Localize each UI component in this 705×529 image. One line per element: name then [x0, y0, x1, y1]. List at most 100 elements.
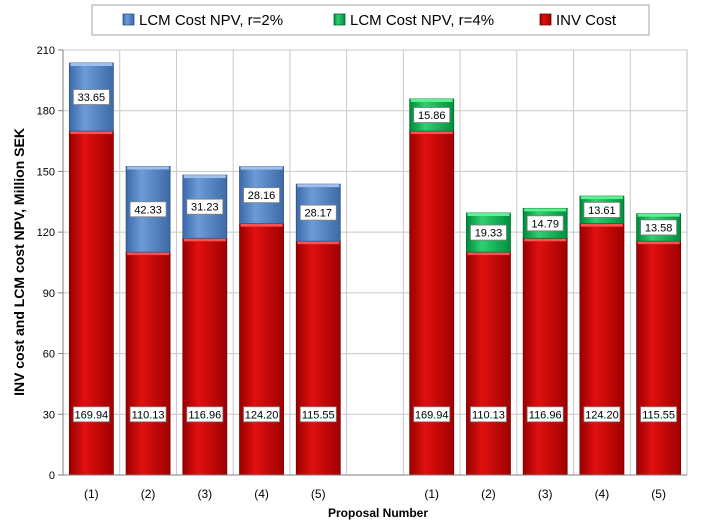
- bar-lcm-cost-highlight: [637, 213, 680, 217]
- bar-lcm-cost-highlight: [524, 208, 567, 212]
- data-label-lcm-box: [186, 198, 224, 215]
- data-label-lcm: 31.23: [191, 202, 219, 214]
- data-label-lcm: 19.33: [475, 228, 503, 240]
- x-tick-label: (1): [84, 487, 99, 501]
- data-label-lcm: 28.16: [248, 190, 276, 202]
- bar-lcm-cost-highlight: [297, 184, 340, 188]
- data-label-inv-box: [470, 406, 507, 423]
- data-label-inv-box: [129, 406, 167, 423]
- bar-inv-cost-highlight: [70, 131, 113, 135]
- x-tick-label: (5): [311, 487, 326, 501]
- legend-swatch-r4: [333, 13, 346, 26]
- data-label-lcm-box: [299, 204, 337, 221]
- bar-inv-cost: [409, 130, 455, 476]
- x-tick-label: (3): [538, 487, 553, 501]
- data-label-inv: 110.13: [472, 409, 505, 421]
- data-label-lcm-box: [129, 201, 167, 218]
- bar-inv-cost-highlight: [410, 131, 453, 135]
- data-label-inv: 116.96: [529, 409, 562, 421]
- bar-inv-cost-highlight: [524, 238, 567, 242]
- bar-inv-cost-highlight: [240, 223, 283, 227]
- x-tick-label: (1): [424, 487, 439, 501]
- bar-lcm-cost-highlight: [467, 212, 510, 216]
- bar-lcm-cost-highlight: [70, 62, 113, 66]
- data-label-inv-box: [583, 406, 621, 423]
- data-label-inv: 169.94: [75, 409, 109, 421]
- y-tick-label: 0: [49, 470, 55, 482]
- axes: 0 30 60 90 120 150 180 210 (1) (2) (3) (4) (5) (1) (2)…: [37, 45, 687, 501]
- y-tick-label: 150: [37, 166, 55, 178]
- bar-inv-cost-highlight: [297, 241, 340, 245]
- legend-label-r2: LCM Cost NPV, r=2%: [139, 12, 283, 29]
- data-label-lcm-box: [72, 89, 110, 105]
- bar-lcm-cost-highlight: [240, 166, 283, 170]
- data-label-lcm-box: [640, 219, 678, 236]
- y-axis-title: INV cost and LCM cost NPV, Million SEK: [11, 128, 27, 396]
- bar-inv-cost-highlight: [580, 223, 623, 227]
- data-label-lcm-box: [470, 224, 507, 241]
- bar-inv-cost-highlight: [637, 241, 680, 245]
- data-label-lcm: 14.79: [531, 218, 559, 230]
- y-tick-label: 30: [43, 409, 55, 421]
- x-tick-label: (3): [197, 487, 212, 501]
- bar-lcm-cost-highlight: [183, 175, 226, 179]
- data-label-lcm-box: [243, 187, 280, 204]
- bar-inv-cost: [466, 251, 511, 476]
- data-label-inv-box: [186, 406, 224, 423]
- bar-lcm-cost-highlight: [410, 98, 453, 102]
- y-tick-label: 180: [37, 106, 55, 118]
- bar-inv-cost-highlight: [467, 252, 510, 256]
- bar-lcm-cost-highlight: [580, 196, 623, 200]
- data-label-inv: 169.94: [415, 409, 449, 421]
- data-label-lcm: 42.33: [134, 204, 162, 216]
- x-tick-label: (2): [141, 487, 156, 501]
- legend-swatch-r2: [122, 13, 135, 26]
- legend-label-inv: INV Cost: [556, 12, 617, 29]
- bar-lcm-cost-highlight: [127, 166, 170, 170]
- bar-inv-cost-highlight: [127, 252, 170, 256]
- data-label-inv-box: [413, 406, 451, 423]
- data-label-inv-box: [526, 406, 564, 423]
- data-label-inv: 110.13: [132, 409, 165, 421]
- x-tick-label: (5): [651, 487, 666, 501]
- x-tick-label: (4): [254, 487, 269, 501]
- data-label-lcm: 33.65: [78, 92, 106, 104]
- data-label-lcm: 13.61: [588, 205, 616, 217]
- y-tick-label: 60: [43, 349, 55, 361]
- data-label-inv: 115.55: [642, 409, 675, 421]
- data-label-lcm: 13.58: [645, 222, 673, 234]
- data-label-inv-box: [72, 406, 110, 423]
- y-tick-label: 90: [43, 288, 55, 300]
- data-label-lcm-box: [583, 201, 621, 218]
- bar-inv-cost: [579, 223, 625, 476]
- y-tick-label: 210: [37, 45, 55, 57]
- bar-inv-cost: [295, 240, 341, 476]
- bar-inv-cost: [522, 237, 568, 476]
- bar-inv-cost: [239, 223, 284, 476]
- data-label-inv: 124.20: [585, 409, 619, 421]
- legend-box: [91, 4, 650, 36]
- data-label-lcm-box: [413, 107, 451, 123]
- x-axis-title: Proposal Number: [328, 506, 428, 520]
- bar-inv-cost: [68, 130, 114, 476]
- y-tick-label: 120: [37, 227, 55, 239]
- bar-inv-cost-highlight: [183, 238, 226, 242]
- bar-inv-cost: [125, 251, 171, 476]
- data-label-inv-box: [299, 406, 337, 423]
- bars: 169.94 33.65 110.13 42.33 116.96 31.23 124.20 2…: [68, 62, 682, 476]
- data-label-lcm: 28.17: [305, 208, 333, 220]
- x-tick-label: (4): [595, 487, 610, 501]
- x-tick-label: (2): [481, 487, 496, 501]
- bar-inv-cost: [636, 240, 682, 476]
- data-label-inv: 124.20: [245, 409, 279, 421]
- data-label-inv: 115.55: [302, 409, 335, 421]
- data-label-lcm: 15.86: [418, 110, 446, 122]
- data-label-lcm-box: [526, 215, 564, 232]
- legend: LCM Cost NPV, r=2% LCM Cost NPV, r=4% IN…: [91, 4, 650, 36]
- data-label-inv-box: [640, 406, 678, 423]
- data-label-inv: 116.96: [188, 409, 221, 421]
- data-label-inv-box: [243, 406, 280, 423]
- legend-label-r4: LCM Cost NPV, r=4%: [350, 12, 494, 29]
- bar-inv-cost: [182, 237, 228, 476]
